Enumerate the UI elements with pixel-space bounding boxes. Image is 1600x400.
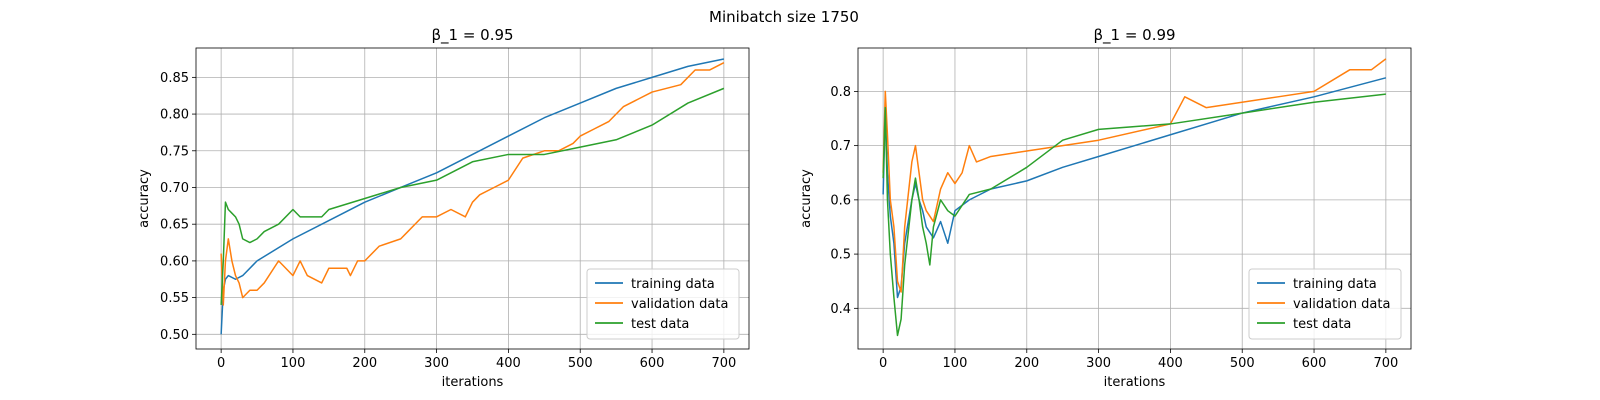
chart-title: β_1 = 0.95: [431, 26, 513, 45]
figure-suptitle: Minibatch size 1750: [709, 8, 859, 26]
x-tick-label: 500: [568, 356, 593, 371]
series-group: [882, 58, 1387, 337]
x-tick-label: 400: [1158, 356, 1183, 371]
x-tick-label: 300: [424, 356, 449, 371]
x-tick-label: 600: [640, 356, 665, 371]
chart-title: β_1 = 0.99: [1093, 26, 1175, 45]
x-axis-label: iterations: [1104, 375, 1166, 390]
axes-frame: [857, 47, 1412, 350]
legend-label: test data: [631, 317, 689, 332]
y-axis-label: accuracy: [137, 169, 152, 228]
x-tick-label: 100: [943, 356, 968, 371]
legend-label: training data: [1293, 277, 1377, 292]
legend: training data validation data test data: [586, 268, 740, 340]
axes-frame: [195, 47, 750, 350]
legend-frame: [1248, 268, 1402, 340]
chart-beta-0.95: 0 100 200 300 400 500 600 700 0.50 0.55 0.60 0.65 0.…: [137, 26, 750, 390]
y-tick-label: 0.85: [160, 71, 189, 86]
series-line-training-data: [220, 58, 725, 335]
y-tick-label: 0.75: [160, 144, 189, 159]
x-tick-label: 500: [1230, 356, 1255, 371]
y-tick-label: 0.6: [830, 193, 851, 208]
series-line-training-data: [882, 77, 1387, 299]
legend-label: validation data: [1293, 297, 1390, 312]
x-tick-label: 400: [496, 356, 521, 371]
x-tick-label: 0: [879, 356, 887, 371]
x-tick-label: 0: [217, 356, 225, 371]
series-line-test-data: [882, 93, 1386, 337]
x-axis-label: iterations: [442, 375, 504, 390]
legend-label: training data: [631, 277, 715, 292]
y-tick-label: 0.55: [160, 291, 189, 306]
legend: training data validation data test data: [1248, 268, 1402, 340]
legend-frame: [586, 268, 740, 340]
y-tick-label: 0.5: [830, 248, 851, 263]
x-tick-label: 200: [352, 356, 377, 371]
y-tick-label: 0.4: [830, 302, 851, 317]
y-axis-label: accuracy: [799, 169, 814, 228]
legend-label: test data: [1293, 317, 1351, 332]
y-tick-label: 0.60: [160, 254, 189, 269]
chart-beta-0.99: 0 100 200 300 400 500 600 700 0.4 0.5 0.6 0.7 0.8 β_1…: [799, 26, 1412, 390]
y-tick-label: 0.70: [160, 181, 189, 196]
y-tick-label: 0.8: [830, 85, 851, 100]
y-tick-label: 0.50: [160, 328, 189, 343]
x-tick-label: 200: [1014, 356, 1039, 371]
series-group: [220, 58, 725, 335]
series-line-test-data: [220, 87, 725, 305]
x-tick-label: 700: [711, 356, 736, 371]
x-tick-label: 300: [1086, 356, 1111, 371]
series-line-validation-data: [220, 62, 725, 306]
legend-label: validation data: [631, 297, 728, 312]
y-tick-label: 0.80: [160, 108, 189, 123]
x-tick-label: 700: [1373, 356, 1398, 371]
y-tick-label: 0.65: [160, 218, 189, 233]
x-tick-label: 600: [1302, 356, 1327, 371]
series-line-validation-data: [882, 58, 1387, 293]
y-tick-label: 0.7: [830, 139, 851, 154]
x-tick-label: 100: [281, 356, 306, 371]
